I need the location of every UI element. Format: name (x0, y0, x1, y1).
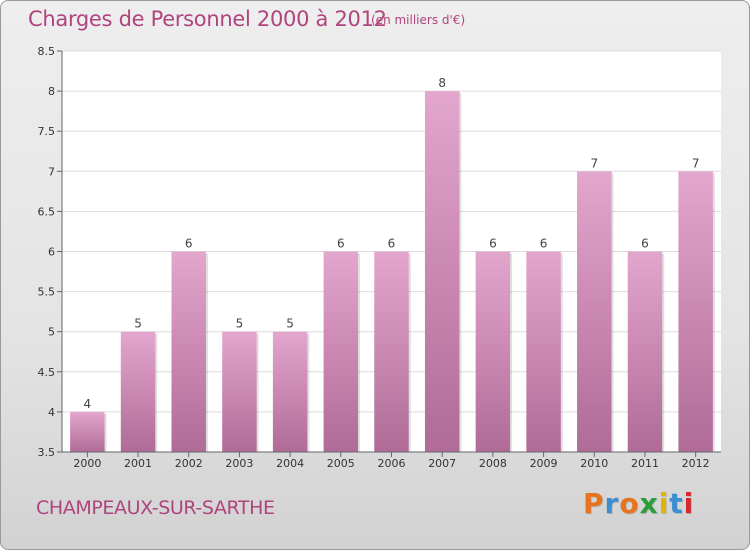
data-label: 5 (236, 317, 244, 331)
y-tick-label: 5.5 (38, 286, 56, 299)
y-tick-label: 6 (48, 246, 55, 259)
data-label: 7 (692, 156, 700, 170)
logo-letter: o (619, 487, 640, 520)
chart-subtitle: (en milliers d'€) (371, 13, 466, 27)
y-tick-label: 7.5 (38, 125, 56, 138)
x-tick-label: 2008 (479, 457, 507, 470)
x-tick-label: 2011 (631, 457, 659, 470)
data-label: 6 (641, 237, 649, 251)
y-tick-label: 3.5 (38, 446, 56, 459)
data-label: 7 (590, 156, 598, 170)
data-label: 6 (337, 237, 345, 251)
logo-letter: i (658, 487, 670, 520)
y-tick-label: 7 (48, 165, 55, 178)
bar (526, 251, 561, 452)
logo-letter: P (583, 487, 605, 520)
x-tick-label: 2009 (530, 457, 558, 470)
bar (171, 251, 206, 452)
bar (424, 91, 460, 452)
bar (70, 411, 105, 452)
bar (678, 171, 713, 453)
data-label: 6 (540, 237, 548, 251)
data-label: 8 (438, 76, 446, 90)
bar (577, 171, 612, 453)
data-label: 5 (286, 317, 294, 331)
x-tick-label: 2006 (378, 457, 406, 470)
data-label: 6 (388, 237, 396, 251)
data-label: 6 (185, 237, 193, 251)
logo-letter: t (669, 487, 684, 520)
bar (120, 331, 156, 452)
y-tick-label: 4 (48, 406, 55, 419)
bar (374, 251, 409, 452)
proxiti-logo: Proxiti (583, 487, 694, 520)
y-tick-label: 5 (48, 326, 55, 339)
chart-title: Charges de Personnel 2000 à 2012 (28, 7, 387, 31)
x-tick-label: 2000 (73, 457, 101, 470)
bar (475, 251, 511, 452)
data-label: 6 (489, 237, 497, 251)
data-label: 5 (134, 317, 142, 331)
y-tick-label: 8.5 (38, 45, 56, 58)
logo-letter: x (639, 487, 659, 520)
bar (627, 251, 663, 452)
bar (222, 331, 257, 452)
x-tick-label: 2005 (327, 457, 355, 470)
logo-letter: i (683, 487, 695, 520)
x-tick-label: 2010 (580, 457, 608, 470)
x-tick-label: 2003 (225, 457, 253, 470)
commune-name: CHAMPEAUX-SUR-SARTHE (36, 497, 275, 519)
x-tick-label: 2001 (124, 457, 152, 470)
y-tick-label: 8 (48, 85, 55, 98)
bar (272, 331, 308, 452)
y-tick-label: 6.5 (38, 205, 56, 218)
y-tick-label: 4.5 (38, 366, 56, 379)
x-tick-label: 2012 (682, 457, 710, 470)
logo-letter: r (604, 487, 620, 520)
x-tick-label: 2002 (175, 457, 203, 470)
bar (323, 251, 359, 452)
x-tick-label: 2004 (276, 457, 304, 470)
x-tick-label: 2007 (428, 457, 456, 470)
data-label: 4 (84, 397, 92, 411)
